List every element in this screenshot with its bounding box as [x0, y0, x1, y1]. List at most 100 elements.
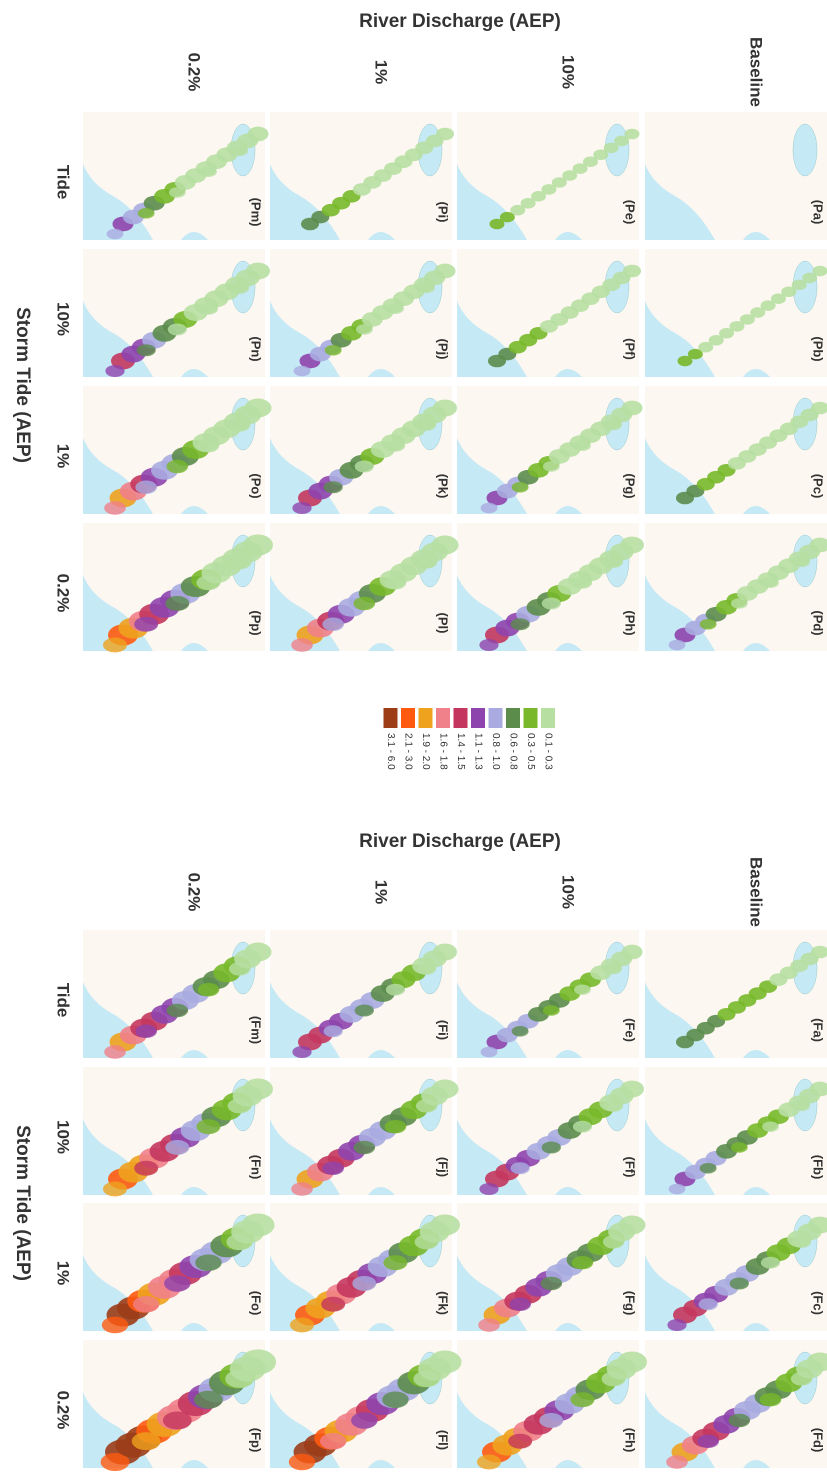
- flood-area: [231, 145, 249, 157]
- land: [457, 249, 639, 377]
- flood-area: [290, 1317, 314, 1333]
- flood-area: [605, 963, 623, 975]
- flood-area: [479, 639, 499, 651]
- map-panel: (Ff): [457, 1067, 644, 1195]
- flood-area: [228, 962, 251, 976]
- flood-area: [762, 1121, 779, 1132]
- discharge-level: 0.2%: [185, 873, 204, 912]
- flood-area: [760, 1256, 781, 1269]
- flood-area: [480, 502, 498, 514]
- flood-area: [790, 1372, 813, 1386]
- flood-area: [353, 1140, 376, 1155]
- panel-label: (Fi): [436, 1020, 451, 1040]
- flood-area: [417, 418, 437, 431]
- panel-label: (Fe): [623, 1018, 638, 1042]
- land: [83, 930, 265, 1058]
- discharge-title: River Discharge (AEP): [359, 11, 561, 32]
- flood-area: [195, 1254, 222, 1271]
- flood-area: [431, 1079, 459, 1099]
- flood-area: [729, 1277, 749, 1290]
- flood-area: [137, 207, 155, 219]
- flood-area: [621, 400, 643, 416]
- map-panel: (Pp): [83, 523, 273, 653]
- map-panel: (Pn): [83, 249, 270, 377]
- flood-area: [291, 1182, 313, 1196]
- flood-area: [324, 344, 342, 356]
- flood-area: [246, 262, 270, 280]
- flood-area: [228, 418, 251, 432]
- flood-area: [510, 204, 526, 216]
- tide-level: Tide: [54, 983, 73, 1018]
- map-panel: (Pl): [270, 523, 459, 652]
- flood-area: [354, 1004, 374, 1017]
- flood-area: [414, 1234, 439, 1250]
- panel-label: (Fg): [623, 1291, 638, 1316]
- flood-area: [105, 365, 125, 377]
- flood-area: [542, 1005, 560, 1016]
- map-panel: (Po): [83, 386, 272, 515]
- flood-area: [319, 1432, 347, 1450]
- flood-area: [809, 1081, 827, 1097]
- land: [270, 1067, 452, 1195]
- flood-area: [729, 321, 745, 332]
- panel-label: (Pb): [811, 336, 826, 361]
- land: [270, 249, 452, 377]
- flood-area: [623, 264, 641, 278]
- legend-label: 2.1 - 3.0: [402, 733, 413, 770]
- flood-area: [384, 575, 407, 590]
- flood-area: [352, 1275, 377, 1291]
- discharge-level: 10%: [559, 55, 578, 89]
- flood-area: [200, 166, 217, 177]
- map-panel: (Fe): [457, 930, 643, 1058]
- flood-area: [808, 1216, 827, 1234]
- legend-label: 3.1 - 6.0: [385, 733, 396, 770]
- flood-area: [165, 595, 190, 611]
- panel-label: (Pa): [811, 200, 826, 225]
- flood-area: [698, 341, 714, 353]
- flood-area: [478, 1318, 500, 1332]
- flood-area: [605, 419, 623, 431]
- flood-area: [241, 1213, 275, 1237]
- flood-area: [687, 348, 703, 360]
- map-panel: (Fi): [270, 930, 457, 1058]
- flood-area: [322, 1161, 344, 1175]
- flood-area: [511, 1025, 529, 1037]
- tide-title: Storm Tide (AEP): [12, 1125, 33, 1281]
- legend-label: 0.1 - 0.3: [542, 733, 553, 770]
- flood-area: [291, 638, 313, 652]
- flood-area: [574, 440, 591, 451]
- flood-area: [197, 438, 220, 453]
- panel-label: (Pm): [249, 198, 264, 227]
- flood-area: [572, 576, 593, 589]
- flood-area: [230, 281, 250, 294]
- panel-label: (Pd): [811, 610, 826, 635]
- flood-area: [542, 461, 560, 472]
- map-panel: (Ph): [457, 523, 644, 651]
- flood-area: [433, 943, 457, 961]
- flood-area: [293, 365, 311, 377]
- legend-swatch: [541, 708, 555, 728]
- land: [270, 523, 452, 651]
- panel-label: (Fk): [436, 1291, 451, 1315]
- flood-area: [135, 1024, 157, 1038]
- map-panel: (Fn): [83, 1067, 273, 1197]
- map-panel: (Fm): [83, 930, 272, 1059]
- flood-area: [806, 1352, 827, 1372]
- flood-area: [417, 962, 437, 975]
- flood-area: [571, 1255, 594, 1270]
- flood-area: [668, 639, 686, 651]
- flood-area: [770, 293, 786, 304]
- flood-area: [812, 265, 827, 277]
- panel-label: (Fh): [623, 1428, 638, 1453]
- flood-area: [499, 211, 515, 223]
- land: [270, 930, 452, 1058]
- flood-area: [811, 401, 827, 415]
- flood-area: [601, 1371, 626, 1387]
- tide-level: 10%: [54, 1120, 73, 1154]
- land: [83, 386, 265, 514]
- flood-area: [793, 556, 811, 568]
- legend-label: 0.3 - 0.5: [525, 733, 536, 770]
- flood-area: [699, 618, 717, 630]
- flood-area: [434, 263, 456, 279]
- map-panel: (Pe): [457, 112, 640, 240]
